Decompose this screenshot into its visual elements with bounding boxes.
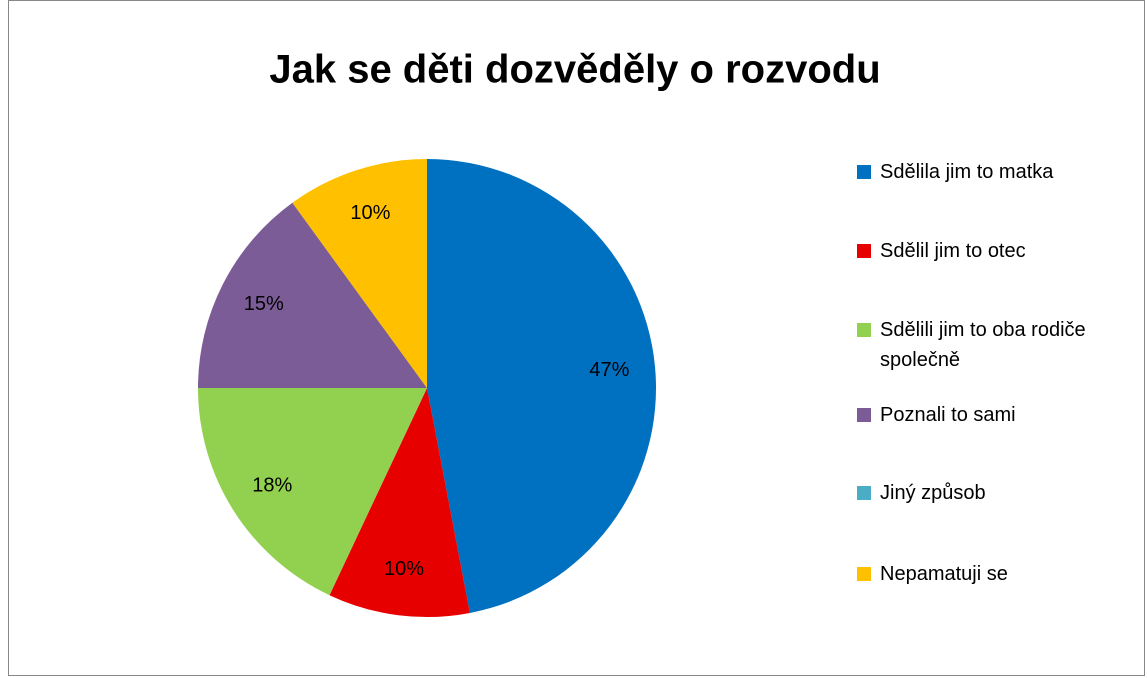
- legend-swatch: [857, 567, 871, 581]
- pie-slice: [292, 159, 427, 388]
- legend-swatch: [857, 165, 871, 179]
- legend-label: Jiný způsob: [880, 482, 986, 504]
- legend-entry: Sdělil jim to otec: [857, 236, 1137, 266]
- legend-label: Poznali to sami: [880, 404, 1016, 426]
- legend-swatch: [857, 244, 871, 258]
- data-label: 47%: [589, 359, 629, 381]
- legend-swatch: [857, 486, 871, 500]
- legend-entry: Jiný způsob: [857, 478, 1137, 508]
- legend-entry: Poznali to sami: [857, 400, 1137, 430]
- data-label: 15%: [244, 293, 284, 315]
- chart-title: Jak se děti dozvěděly o rozvodu: [269, 48, 880, 92]
- legend-swatch: [857, 408, 871, 422]
- pie-slice: [198, 202, 427, 388]
- legend-label: Sdělili jim to oba rodiče společně: [880, 319, 1086, 371]
- pie-slice: [427, 159, 656, 613]
- legend-entry: Nepamatuji se: [857, 559, 1137, 589]
- pie-slice: [198, 388, 427, 596]
- legend-entry: Sdělili jim to oba rodiče společně: [857, 315, 1137, 375]
- legend-swatch: [857, 323, 871, 337]
- legend-label: Sdělil jim to otec: [880, 240, 1026, 262]
- data-label: 10%: [384, 558, 424, 580]
- legend-entry: Sdělila jim to matka: [857, 157, 1137, 187]
- data-label: 10%: [350, 202, 390, 224]
- pie-slice: [329, 388, 470, 617]
- data-label: 18%: [252, 474, 292, 496]
- chart-border: [8, 0, 1145, 676]
- legend-label: Sdělila jim to matka: [880, 161, 1054, 183]
- legend-label: Nepamatuji se: [880, 563, 1008, 585]
